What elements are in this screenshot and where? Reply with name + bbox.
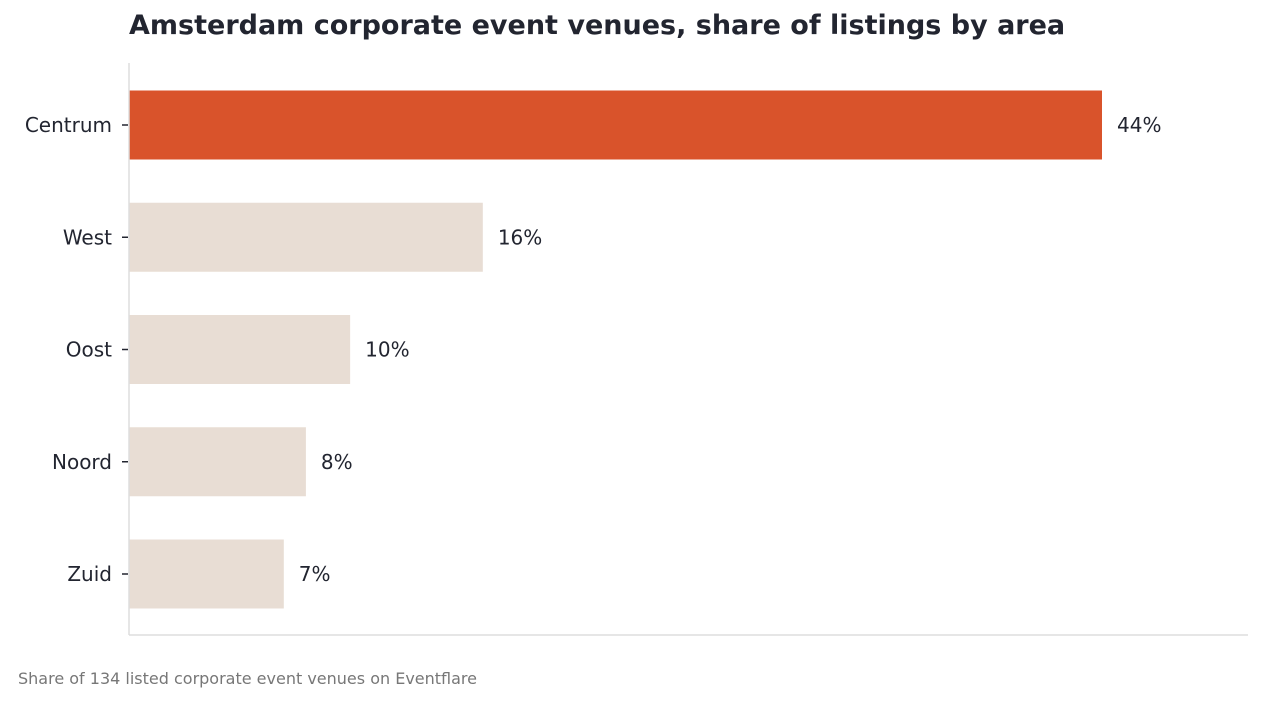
bar-zuid: [129, 539, 284, 609]
value-label-oost: 10%: [365, 338, 409, 362]
value-label-zuid: 7%: [299, 562, 331, 586]
chart-footnote: Share of 134 listed corporate event venu…: [18, 669, 477, 688]
category-label-centrum: Centrum: [25, 113, 112, 137]
bar-noord: [129, 427, 306, 497]
category-label-noord: Noord: [52, 450, 112, 474]
category-label-zuid: Zuid: [67, 562, 112, 586]
value-label-centrum: 44%: [1117, 113, 1161, 137]
category-label-oost: Oost: [66, 338, 112, 362]
bar-centrum: [129, 90, 1102, 160]
labels-layer: Centrum 44% West 16% Oost 10% Noord 8% Zuid 7%: [25, 113, 1162, 586]
bar-oost: [129, 315, 351, 384]
bar-west: [129, 202, 483, 272]
chart-title: Amsterdam corporate event venues, share …: [129, 10, 1066, 41]
value-label-noord: 8%: [321, 450, 353, 474]
bars-layer: [129, 90, 1102, 609]
value-label-west: 16%: [498, 225, 542, 249]
category-label-west: West: [63, 225, 112, 249]
